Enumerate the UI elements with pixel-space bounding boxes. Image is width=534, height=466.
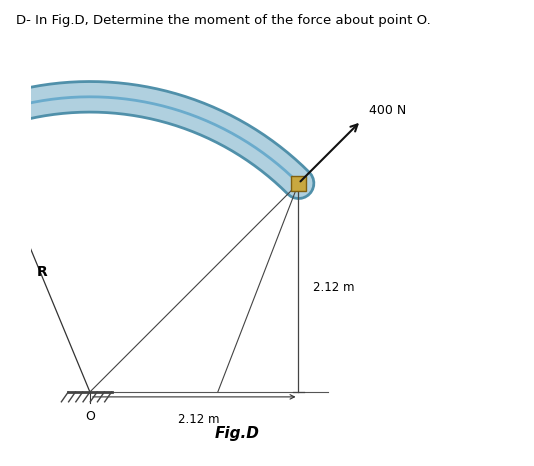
Text: Fig.D: Fig.D xyxy=(215,426,260,441)
Text: 400 N: 400 N xyxy=(369,104,406,117)
Text: 2.12 m: 2.12 m xyxy=(178,412,220,425)
Text: D- In Fig.D, Determine the moment of the force about point O.: D- In Fig.D, Determine the moment of the… xyxy=(16,14,431,27)
Polygon shape xyxy=(291,176,306,191)
Text: 2.12 m: 2.12 m xyxy=(313,281,355,294)
Text: R: R xyxy=(37,265,48,279)
Text: O: O xyxy=(85,410,95,423)
